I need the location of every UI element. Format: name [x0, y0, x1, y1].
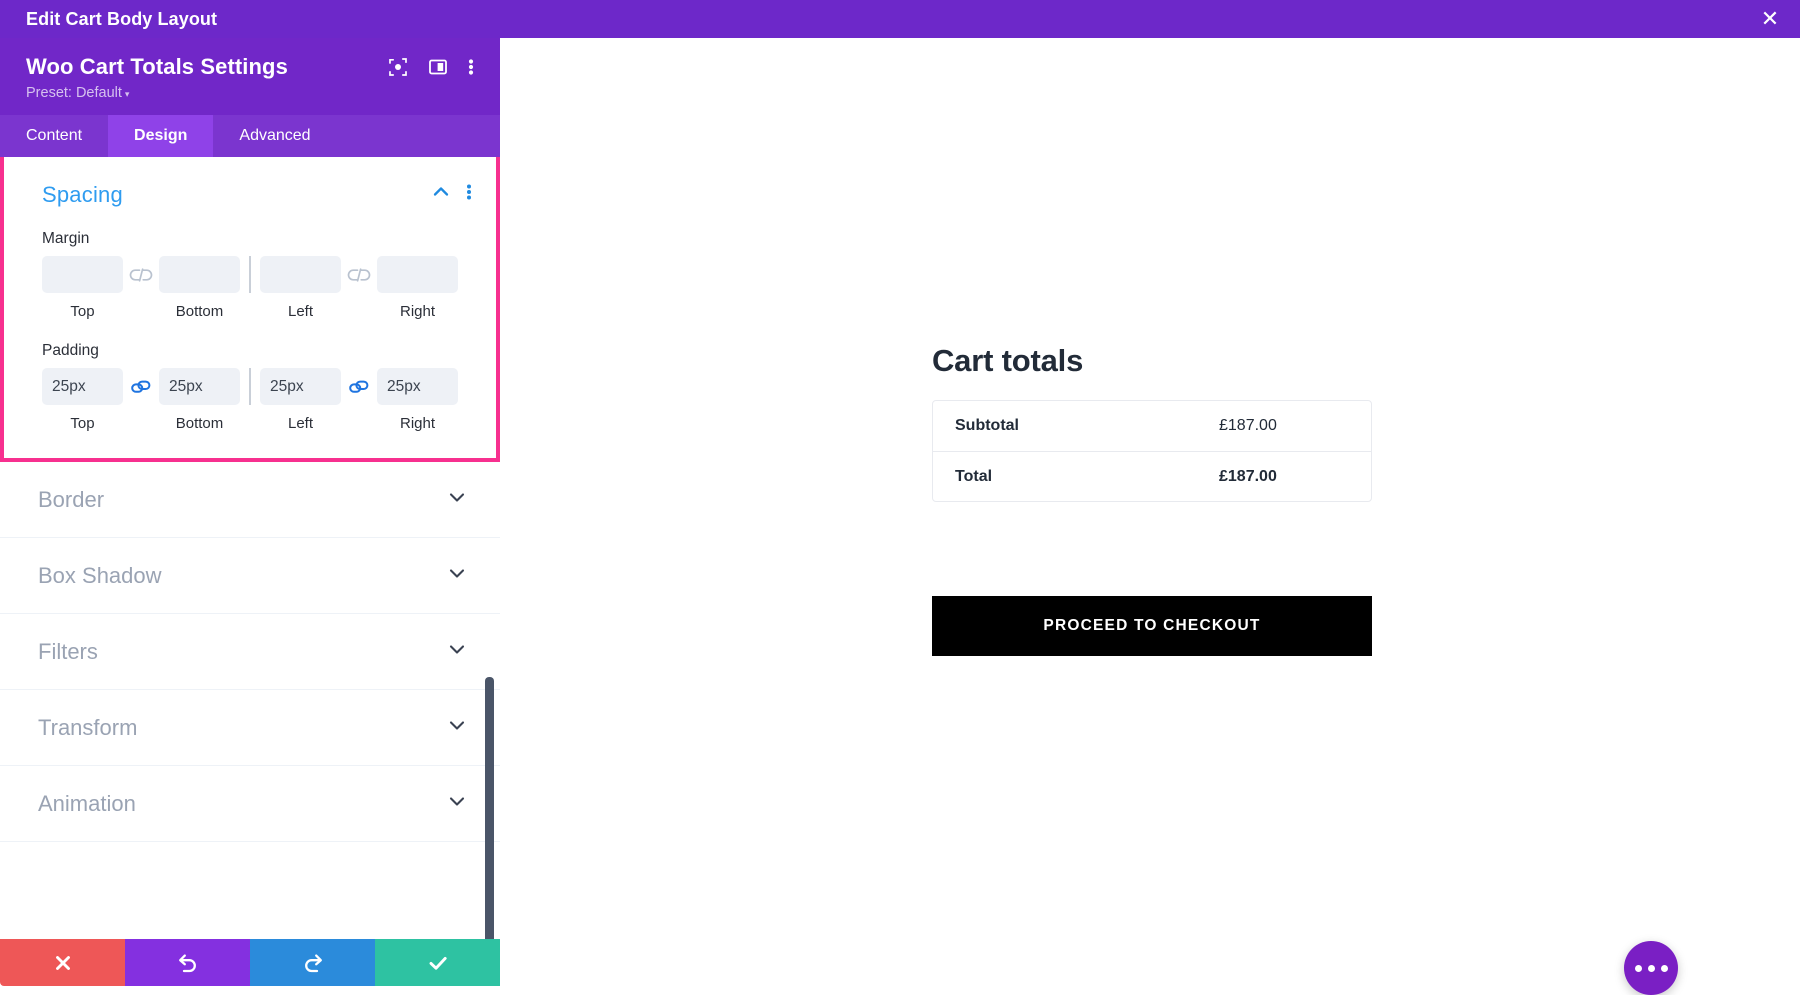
- padding-left-caption: Left: [287, 415, 314, 432]
- padding-top-input[interactable]: [42, 368, 123, 405]
- chevron-down-icon[interactable]: [446, 486, 468, 513]
- overflow-menu-icon[interactable]: [466, 182, 472, 207]
- padding-left-right-link-icon[interactable]: [341, 368, 377, 405]
- margin-left-right-unlink-icon[interactable]: [341, 256, 377, 293]
- padding-left-input[interactable]: [260, 368, 341, 405]
- fab-dot: [1647, 964, 1655, 972]
- section-box-shadow[interactable]: Box Shadow: [0, 538, 500, 614]
- margin-left-caption: Left: [287, 303, 314, 320]
- save-button[interactable]: [375, 939, 500, 986]
- padding-label: Padding: [42, 342, 99, 359]
- section-filters-label: Filters: [38, 638, 98, 664]
- tab-design[interactable]: Design: [108, 115, 214, 157]
- section-border[interactable]: Border: [0, 462, 500, 538]
- close-icon[interactable]: ✕: [1760, 6, 1780, 31]
- section-border-label: Border: [38, 486, 105, 512]
- cart-totals-table: Subtotal £187.00 Total £187.00: [932, 400, 1372, 502]
- margin-top-caption: Top: [70, 303, 95, 320]
- settings-tabs: Content Design Advanced: [0, 115, 500, 157]
- preset-label: Preset: Default: [26, 85, 122, 101]
- section-animation[interactable]: Animation: [0, 766, 500, 842]
- section-transform[interactable]: Transform: [0, 690, 500, 766]
- margin-top-input[interactable]: [42, 256, 123, 293]
- fab-dot: [1660, 964, 1668, 972]
- margin-bottom-input[interactable]: [159, 256, 240, 293]
- section-box-shadow-label: Box Shadow: [38, 562, 162, 588]
- proceed-to-checkout-button[interactable]: PROCEED TO CHECKOUT: [932, 596, 1372, 656]
- window-title-bar: Edit Cart Body Layout ✕: [0, 0, 1800, 38]
- margin-bottom-caption: Bottom: [175, 303, 224, 320]
- page-title: Cart totals: [932, 343, 1084, 378]
- tab-content[interactable]: Content: [26, 127, 83, 144]
- settings-scroll-area[interactable]: Spacing: [0, 157, 500, 939]
- chevron-down-icon[interactable]: [446, 562, 468, 589]
- padding-top-bottom-link-icon[interactable]: [123, 368, 159, 405]
- padding-bottom-input[interactable]: [159, 368, 240, 405]
- margin-top-bottom-unlink-icon[interactable]: [123, 256, 159, 293]
- table-row: Subtotal £187.00: [933, 401, 1371, 451]
- total-label: Total: [955, 467, 993, 485]
- margin-left-input[interactable]: [260, 256, 341, 293]
- overflow-menu-icon[interactable]: [468, 57, 474, 77]
- padding-fields-row: Top Bottom: [4, 368, 496, 432]
- tab-advanced[interactable]: Advanced: [239, 127, 311, 144]
- panel-scrollbar-thumb[interactable]: [485, 677, 494, 939]
- layout-panel-icon[interactable]: [428, 57, 448, 77]
- chevron-down-icon[interactable]: [446, 790, 468, 817]
- margin-right-caption: Right: [399, 303, 436, 320]
- redo-button[interactable]: [250, 939, 375, 986]
- subtotal-value: £187.00: [1219, 417, 1277, 434]
- settings-title: Woo Cart Totals Settings: [26, 54, 288, 79]
- margin-group-divider: [249, 256, 251, 293]
- padding-right-input[interactable]: [377, 368, 458, 405]
- chevron-down-icon[interactable]: [446, 714, 468, 741]
- total-value: £187.00: [1219, 467, 1277, 485]
- window-title: Edit Cart Body Layout: [26, 8, 218, 29]
- ellipsis-icon[interactable]: [1624, 941, 1678, 995]
- margin-label: Margin: [42, 230, 90, 247]
- chevron-down-icon: ▾: [124, 89, 130, 99]
- page-preview: Cart totals Subtotal £187.00 Total £187.…: [500, 38, 1800, 995]
- padding-group-divider: [249, 368, 251, 405]
- chevron-up-icon[interactable]: [430, 181, 452, 208]
- padding-right-caption: Right: [399, 415, 436, 432]
- settings-panel: Woo Cart Totals Settings: [0, 38, 500, 986]
- chevron-down-icon[interactable]: [446, 638, 468, 665]
- table-row: Total £187.00: [933, 451, 1371, 501]
- subtotal-label: Subtotal: [955, 417, 1019, 434]
- focus-target-icon[interactable]: [388, 57, 408, 77]
- section-animation-label: Animation: [38, 790, 136, 816]
- section-transform-label: Transform: [38, 714, 138, 740]
- preset-selector[interactable]: Preset: Default ▾: [26, 85, 474, 101]
- section-spacing: Spacing: [0, 157, 500, 462]
- margin-right-input[interactable]: [377, 256, 458, 293]
- settings-panel-header: Woo Cart Totals Settings: [0, 38, 500, 115]
- section-filters[interactable]: Filters: [0, 614, 500, 690]
- margin-fields-row: Top Bottom: [4, 256, 496, 320]
- panel-action-bar: [0, 939, 500, 986]
- fab-dot: [1634, 964, 1642, 972]
- padding-bottom-caption: Bottom: [175, 415, 224, 432]
- padding-top-caption: Top: [70, 415, 95, 432]
- undo-button[interactable]: [125, 939, 250, 986]
- cancel-button[interactable]: [0, 939, 125, 986]
- spacing-title: Spacing: [42, 181, 123, 207]
- spacing-section-header[interactable]: Spacing: [4, 157, 496, 208]
